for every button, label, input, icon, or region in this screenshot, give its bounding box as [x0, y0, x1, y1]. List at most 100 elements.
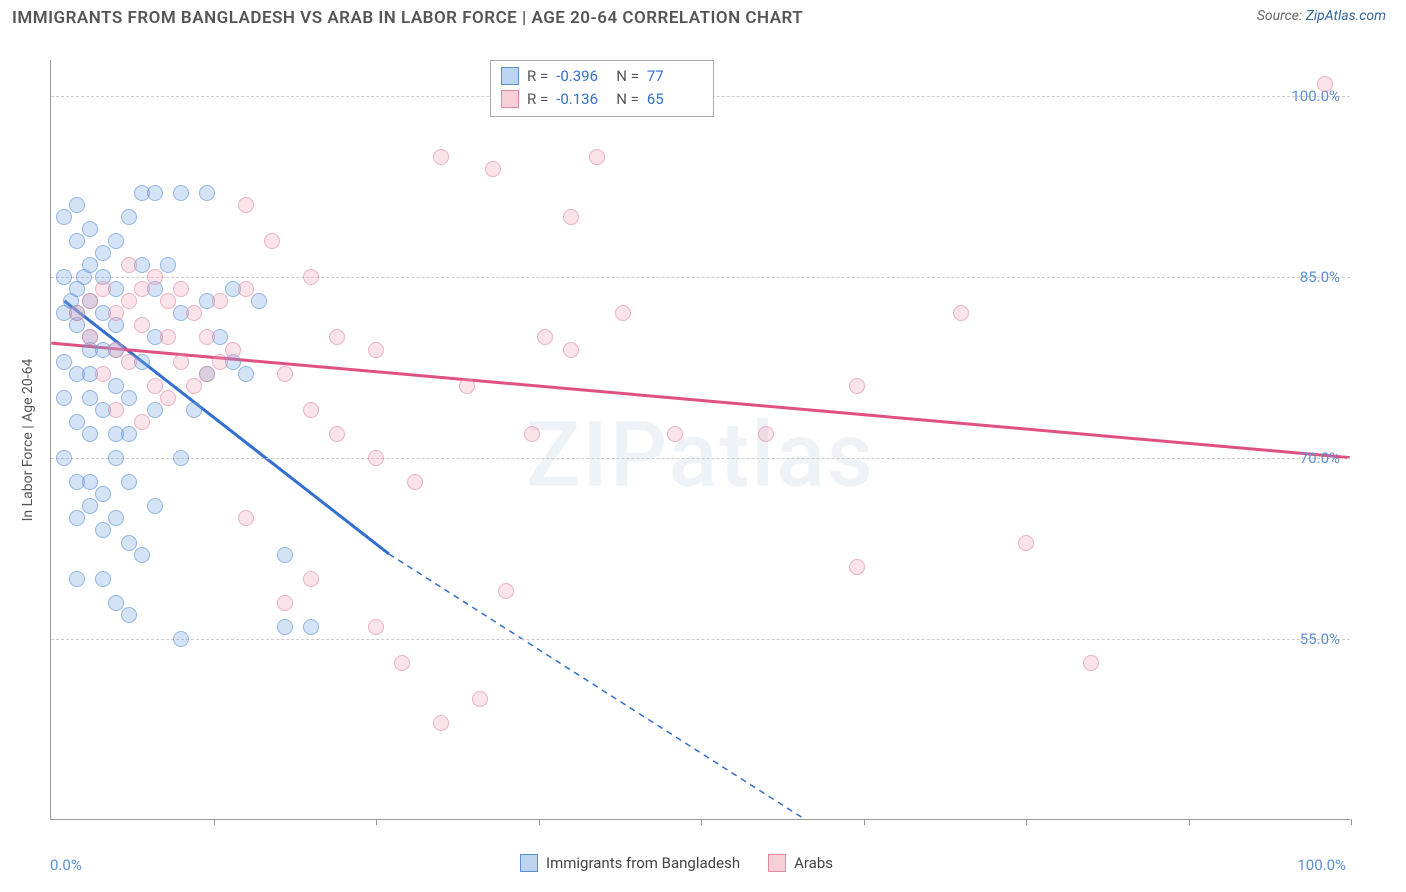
source-link[interactable]: ZipAtlas.com: [1306, 8, 1386, 24]
scatter-point: [160, 329, 176, 345]
correlation-stats-box: R =-0.396N =77R = -0.136 N = 65: [490, 60, 714, 117]
scatter-point: [173, 354, 189, 370]
series-legend: Immigrants from Bangladesh Arabs: [520, 854, 833, 872]
scatter-point: [108, 595, 124, 611]
gridline: [51, 639, 1350, 640]
stat-r-value: -0.136: [556, 88, 608, 111]
scatter-point: [95, 486, 111, 502]
scatter-point: [82, 221, 98, 237]
plot-area: ZIPatlas 55.0%70.0%85.0%100.0%: [50, 60, 1350, 820]
scatter-point: [615, 305, 631, 321]
watermark: ZIPatlas: [526, 402, 875, 507]
scatter-point: [82, 498, 98, 514]
scatter-point: [329, 426, 345, 442]
x-tick: [864, 819, 865, 825]
x-tick: [1351, 819, 1352, 825]
scatter-point: [160, 293, 176, 309]
scatter-point: [368, 342, 384, 358]
gridline: [51, 277, 1350, 278]
scatter-point: [56, 390, 72, 406]
chart-title: IMMIGRANTS FROM BANGLADESH VS ARAB IN LA…: [12, 8, 803, 28]
scatter-point: [108, 450, 124, 466]
scatter-point: [134, 547, 150, 563]
legend-item: Arabs: [768, 854, 833, 872]
scatter-point: [433, 715, 449, 731]
scatter-point: [173, 185, 189, 201]
scatter-point: [108, 510, 124, 526]
source-attribution: Source: ZipAtlas.com: [1257, 8, 1386, 24]
scatter-point: [82, 293, 98, 309]
y-tick-label: 55.0%: [1300, 630, 1340, 648]
chart-container: In Labor Force | Age 20-64 ZIPatlas 55.0…: [0, 40, 1406, 892]
stat-n-value: 77: [647, 65, 699, 88]
scatter-point: [277, 619, 293, 635]
scatter-point: [147, 378, 163, 394]
scatter-point: [160, 257, 176, 273]
scatter-point: [1083, 655, 1099, 671]
scatter-point: [199, 366, 215, 382]
scatter-point: [589, 149, 605, 165]
scatter-point: [472, 691, 488, 707]
scatter-point: [134, 281, 150, 297]
scatter-point: [121, 293, 137, 309]
x-tick: [1189, 819, 1190, 825]
trend-line-dashed: [389, 554, 804, 819]
scatter-point: [433, 149, 449, 165]
scatter-point: [212, 293, 228, 309]
scatter-point: [667, 426, 683, 442]
scatter-point: [277, 595, 293, 611]
scatter-point: [225, 342, 241, 358]
y-tick-label: 85.0%: [1300, 268, 1340, 286]
stats-row: R =-0.396N =77: [501, 65, 699, 88]
scatter-point: [199, 329, 215, 345]
x-tick: [376, 819, 377, 825]
scatter-point: [264, 233, 280, 249]
stats-row: R = -0.136 N = 65: [501, 88, 699, 111]
scatter-point: [277, 366, 293, 382]
legend-label: Immigrants from Bangladesh: [546, 854, 740, 872]
scatter-point: [69, 510, 85, 526]
x-axis-min-label: 0.0%: [50, 856, 82, 874]
scatter-point: [69, 571, 85, 587]
scatter-point: [147, 402, 163, 418]
scatter-point: [147, 185, 163, 201]
stat-r-label: R =: [527, 88, 548, 111]
scatter-point: [303, 402, 319, 418]
scatter-point: [121, 390, 137, 406]
scatter-point: [82, 390, 98, 406]
scatter-point: [95, 571, 111, 587]
legend-swatch: [520, 854, 538, 872]
scatter-point: [303, 619, 319, 635]
scatter-point: [56, 450, 72, 466]
scatter-point: [121, 607, 137, 623]
scatter-point: [212, 354, 228, 370]
y-tick-label: 70.0%: [1300, 449, 1340, 467]
scatter-point: [121, 209, 137, 225]
stat-r-value: -0.396: [556, 65, 608, 88]
scatter-point: [134, 414, 150, 430]
scatter-point: [173, 631, 189, 647]
trend-line: [51, 343, 1349, 457]
scatter-point: [537, 329, 553, 345]
scatter-point: [95, 522, 111, 538]
scatter-point: [134, 317, 150, 333]
legend-swatch: [501, 67, 519, 85]
scatter-point: [121, 474, 137, 490]
scatter-point: [173, 281, 189, 297]
scatter-point: [329, 329, 345, 345]
stat-n-value: 65: [647, 88, 699, 111]
scatter-point: [238, 281, 254, 297]
scatter-point: [160, 390, 176, 406]
scatter-point: [56, 269, 72, 285]
y-axis-title: In Labor Force | Age 20-64: [20, 359, 36, 522]
scatter-point: [186, 305, 202, 321]
scatter-point: [95, 245, 111, 261]
scatter-point: [277, 547, 293, 563]
scatter-point: [303, 269, 319, 285]
scatter-point: [1317, 76, 1333, 92]
scatter-point: [459, 378, 475, 394]
stat-n-label: N =: [616, 88, 639, 111]
scatter-point: [563, 342, 579, 358]
scatter-point: [69, 197, 85, 213]
scatter-point: [758, 426, 774, 442]
